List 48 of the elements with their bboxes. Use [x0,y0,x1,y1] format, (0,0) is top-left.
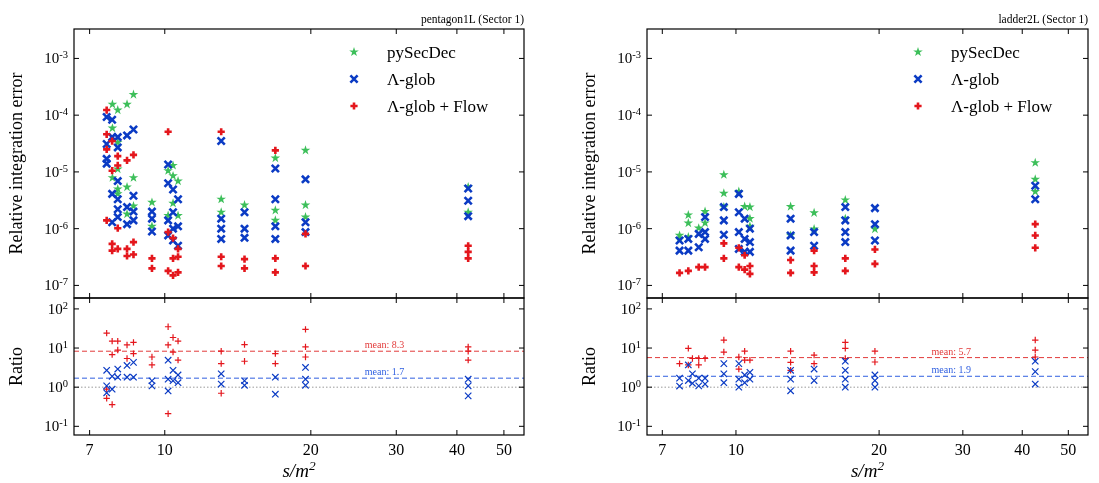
ref-line-label: mean: 1.7 [364,366,405,378]
x-tick-label: 50 [1060,441,1077,458]
x-tick-label: 50 [495,441,512,458]
y-tick-label: 10$^{-3}$ [617,48,641,67]
x-tick-label: 7 [85,441,94,458]
y-tick-label: 10$^{-5}$ [44,162,68,180]
y-tick-label: 10$^{-6}$ [617,219,641,237]
x-tick-label: 30 [954,441,971,458]
y-tick-label: 10$^{-1}$ [44,416,68,435]
y-tick-label: 10$^{2}$ [620,299,641,317]
x-tick-label: 7 [658,441,667,458]
y-tick-label: 10$^{-3}$ [44,48,68,67]
chart-title: pentagon1L (Sector 1) [420,13,525,26]
y-tick-label: 10$^{-1}$ [617,416,641,435]
chart-title: ladder2L (Sector 1) [998,13,1089,26]
x-tick-label: 30 [388,441,405,458]
x-axis-title: s/m$^{2}$ [282,457,316,481]
x-tick-label: 40 [448,441,465,458]
x-tick-label: 40 [1014,441,1031,458]
y-tick-label: 10$^{-4}$ [617,105,642,124]
ref-line-label: mean: 1.9 [931,364,972,376]
y-tick-label: 10$^{1}$ [47,338,68,357]
legend-label: Λ-glob [951,70,1000,89]
legend-label: pySecDec [951,43,1021,62]
y-tick-label: 10$^{-7}$ [617,275,641,294]
legend-label: Λ-glob [387,70,436,89]
y-tick-label: 10$^{-5}$ [617,162,641,180]
y-axis-title: Relative integration error [6,72,26,255]
ref-line-label: mean: 8.3 [364,339,405,351]
y-tick-label: 10$^{-6}$ [44,219,68,237]
y-axis-title: Ratio [6,347,26,386]
legend-label: Λ-glob + Flow [951,97,1053,116]
ref-line-label: mean: 5.7 [931,345,972,357]
x-axis-title: s/m$^{2}$ [850,457,885,481]
y-tick-label: 10$^{2}$ [47,299,68,317]
x-tick-label: 10 [727,441,744,458]
legend-label: pySecDec [387,43,457,62]
y-axis-title: Ratio [579,347,599,386]
x-tick-label: 20 [302,441,319,458]
x-tick-label: 20 [871,441,888,458]
y-tick-label: 10$^{0}$ [47,377,68,396]
y-axis-title: Relative integration error [579,72,599,255]
x-tick-label: 10 [156,441,173,458]
legend-label: Λ-glob + Flow [387,97,489,116]
y-tick-label: 10$^{0}$ [620,377,641,396]
y-tick-label: 10$^{1}$ [620,338,641,357]
y-tick-label: 10$^{-4}$ [44,105,69,124]
y-tick-label: 10$^{-7}$ [44,275,68,294]
